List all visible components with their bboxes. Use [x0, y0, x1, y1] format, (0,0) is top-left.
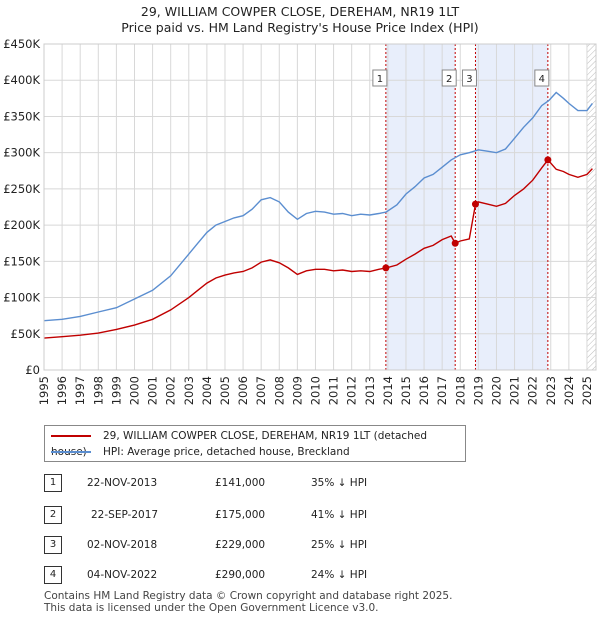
sale-hpi-diff: 41% ↓ HPI	[311, 509, 368, 521]
footer-licence: This data is licensed under the Open Gov…	[44, 602, 379, 614]
sale-date: 02-NOV-2018	[87, 539, 158, 551]
sale-price: £229,000	[215, 539, 266, 551]
title-line-2: Price paid vs. HM Land Registry's House …	[121, 20, 479, 35]
sale-number-label: 4	[539, 74, 545, 85]
sale-number-box	[441, 69, 457, 87]
hpi-series-line	[43, 91, 593, 322]
x-tick-label: 2017	[435, 376, 449, 405]
y-tick-label: £400K	[3, 73, 40, 87]
sale-price: £141,000	[215, 477, 266, 489]
y-tick-label: £250K	[3, 182, 40, 196]
sale-date: 22-SEP-2017	[91, 509, 159, 521]
sale-number-label: 3	[466, 74, 472, 85]
x-tick-label: 2014	[381, 376, 395, 405]
sale-number-label: 1	[377, 74, 383, 85]
sale-point	[382, 264, 390, 272]
price-chart: £0 £50K £100K £150K £200K £250K £300K £350K £400…	[3, 37, 597, 405]
x-tick-label: 2000	[127, 376, 141, 405]
property-series-line	[43, 158, 593, 339]
x-tick-label: 2005	[218, 376, 232, 405]
x-tick-label: 2006	[236, 376, 250, 405]
x-tick-label: 2003	[182, 376, 196, 405]
y-tick-label: £150K	[3, 254, 40, 268]
x-tick-label: 2025	[580, 376, 594, 405]
x-tick-label: 2007	[254, 376, 268, 405]
sale-number-box	[372, 69, 388, 87]
sale-hpi-diff: 25% ↓ HPI	[311, 539, 368, 551]
y-tick-label: £300K	[3, 146, 40, 160]
legend: 29, WILLIAM COWPER CLOSE, DEREHAM, NR19 …	[44, 425, 466, 462]
sale-date: 04-NOV-2022	[87, 569, 158, 581]
x-tick-label: 2008	[272, 376, 286, 405]
x-tick-label: 1996	[55, 376, 69, 405]
legend-item-hpi: HPI: Average price, detached house, Brec…	[51, 444, 350, 460]
sale-badge: 2	[44, 506, 62, 524]
sale-date: 22-NOV-2013	[87, 477, 158, 489]
legend-label-hpi: HPI: Average price, detached house, Brec…	[103, 446, 350, 458]
x-tick-label: 2002	[164, 376, 178, 405]
x-tick-label: 1998	[91, 376, 105, 405]
y-tick-label: £450K	[3, 37, 40, 51]
legend-item-property: 29, WILLIAM COWPER CLOSE, DEREHAM, NR19 …	[51, 428, 465, 458]
sale-price: £290,000	[215, 569, 266, 581]
sale-badge: 3	[44, 536, 62, 554]
shaded-period	[475, 44, 548, 370]
sale-point	[451, 239, 459, 247]
sale-number-box	[534, 69, 550, 87]
x-tick-label: 2023	[544, 376, 558, 405]
x-tick-label: 2009	[290, 376, 304, 405]
x-tick-label: 2024	[562, 376, 576, 405]
y-tick-label: £100K	[3, 291, 40, 305]
x-tick-label: 2022	[526, 376, 540, 405]
sale-badge: 4	[44, 566, 62, 584]
sale-number-label: 2	[446, 74, 452, 85]
y-tick-label: £50K	[11, 327, 41, 341]
chart-title: 29, WILLIAM COWPER CLOSE, DEREHAM, NR19 …	[0, 4, 600, 36]
x-tick-label: 2010	[308, 376, 322, 405]
y-tick-label: £350K	[3, 109, 40, 123]
sale-point	[544, 156, 552, 164]
x-tick-label: 2012	[345, 376, 359, 405]
sale-hpi-diff: 24% ↓ HPI	[311, 569, 368, 581]
x-tick-label: 1995	[37, 376, 51, 405]
x-tick-label: 2021	[508, 376, 522, 405]
sale-number-box	[461, 69, 477, 87]
x-tick-label: 2001	[146, 376, 160, 405]
sale-badge: 1	[44, 474, 62, 492]
sale-hpi-diff: 35% ↓ HPI	[311, 477, 368, 489]
y-tick-label: £200K	[3, 218, 40, 232]
x-tick-label: 1999	[109, 376, 123, 405]
x-tick-label: 2018	[453, 376, 467, 405]
footer-copyright: Contains HM Land Registry data © Crown c…	[44, 590, 453, 602]
x-tick-label: 2013	[363, 376, 377, 405]
x-tick-label: 2020	[489, 376, 503, 405]
hatched-future-region	[586, 44, 596, 370]
title-line-1: 29, WILLIAM COWPER CLOSE, DEREHAM, NR19 …	[140, 4, 460, 19]
footer: Contains HM Land Registry data © Crown c…	[44, 590, 452, 614]
legend-swatch-property	[51, 435, 91, 437]
x-tick-label: 2016	[417, 376, 431, 405]
x-tick-label: 2011	[327, 376, 341, 405]
shaded-period	[385, 44, 456, 370]
sale-price: £175,000	[215, 509, 266, 521]
plot-frame	[43, 43, 597, 371]
y-tick-label: £0	[25, 363, 40, 377]
x-tick-label: 2015	[399, 376, 413, 405]
sale-point	[471, 200, 479, 208]
legend-swatch-hpi	[51, 451, 91, 453]
x-tick-label: 1997	[73, 376, 87, 405]
x-tick-label: 2019	[471, 376, 485, 405]
x-tick-label: 2004	[200, 376, 214, 405]
